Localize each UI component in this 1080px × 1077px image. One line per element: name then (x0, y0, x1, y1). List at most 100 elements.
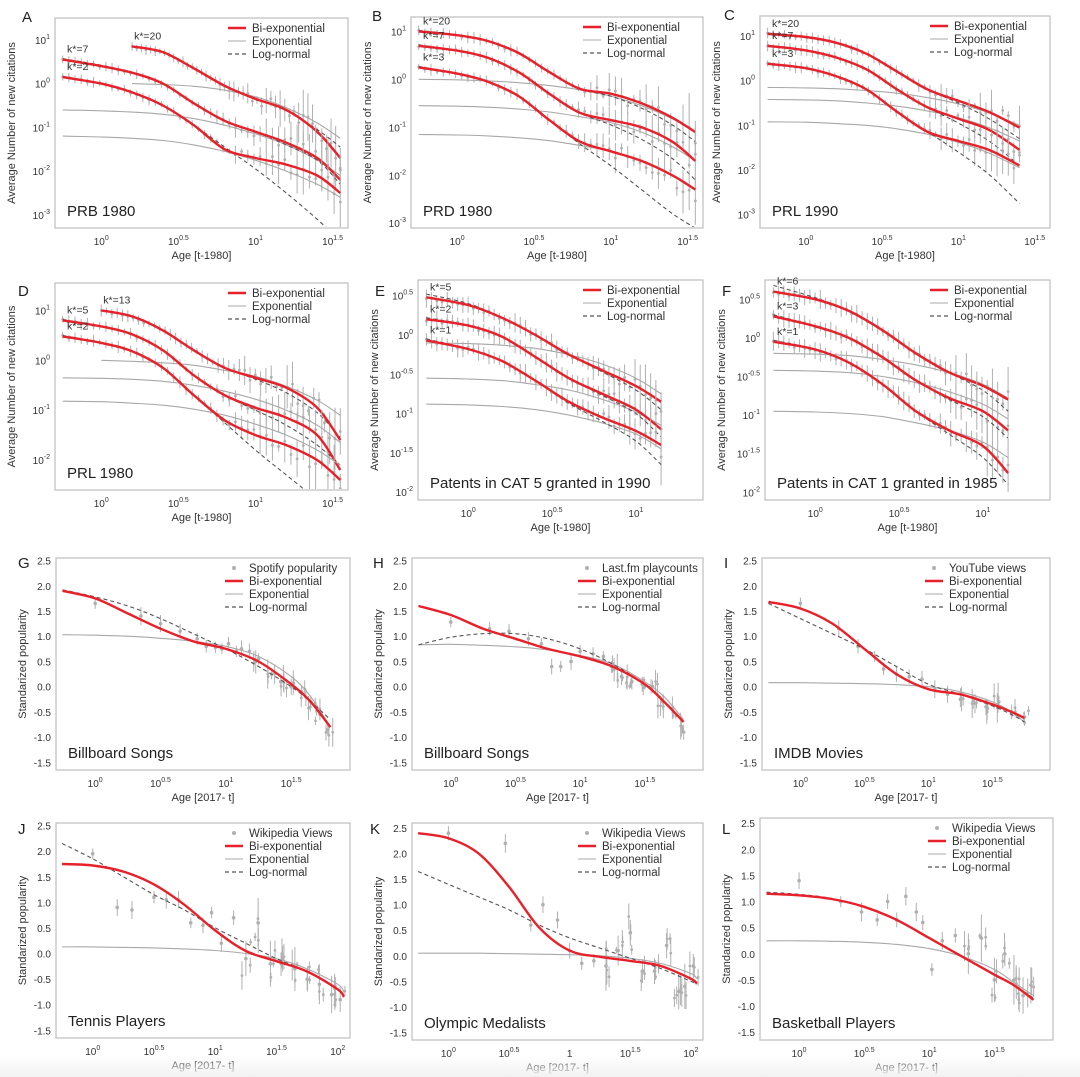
data-point (252, 134, 256, 138)
legend-label: Bi-exponential (602, 841, 675, 853)
panel-letter: B (372, 8, 382, 25)
legend-swatch-data (585, 566, 589, 570)
plot-area (424, 289, 663, 486)
y-tick-label: 10-1 (738, 119, 755, 132)
data-point (325, 147, 328, 150)
data-point (529, 923, 533, 927)
k-star-label: k*=7 (423, 30, 444, 42)
y-tick-label: 100 (398, 329, 413, 342)
biexp-curve (766, 892, 1035, 1001)
y-tick-label: 100 (391, 73, 406, 86)
x-tick-label: 100.5 (144, 1045, 165, 1058)
series-k2 (61, 332, 342, 489)
y-tick-label: 101 (391, 25, 406, 38)
legend-label: Bi-exponential (252, 288, 325, 300)
data-point (623, 376, 626, 379)
y-tick-label: -1.0 (740, 733, 758, 744)
data-point (601, 144, 605, 148)
panel-letter: F (722, 283, 731, 300)
x-tick-label: 102 (683, 1047, 698, 1060)
data-point (446, 831, 451, 836)
legend-item: Exponential (930, 298, 1014, 310)
plot-area (61, 304, 342, 489)
data-point (612, 668, 616, 672)
legend-item: Log-normal (930, 47, 1012, 59)
data-point (477, 329, 480, 333)
y-tick-label: 2.0 (393, 850, 407, 861)
data-point (967, 115, 971, 119)
x-tick-label: 101.5 (322, 235, 343, 248)
y-tick-label: 10-3 (389, 217, 406, 230)
x-tick-label: 100.5 (524, 235, 545, 248)
data-point (653, 966, 657, 970)
data-point (246, 406, 250, 410)
x-tick-label: 100 (85, 1045, 100, 1058)
data-point (329, 141, 333, 145)
data-point (673, 996, 676, 1000)
x-tick-label: 100.5 (168, 497, 189, 510)
series-k5 (424, 289, 663, 431)
exp-curve (418, 78, 696, 133)
plot-frame (54, 17, 349, 229)
x-axis-label: Age [t-1980] (527, 250, 587, 262)
data-point (231, 915, 236, 920)
legend-label: Log-normal (952, 862, 1010, 874)
panel-letter: G (18, 555, 30, 572)
data-point (269, 97, 273, 101)
y-tick-label: 100 (35, 78, 50, 91)
data-point (650, 171, 654, 174)
x-tick-label: 100 (443, 777, 458, 790)
x-tick-label: 101.5 (266, 1045, 287, 1058)
biexp-curve (767, 32, 1021, 129)
legend-swatch-data (932, 566, 936, 570)
exp-curve (62, 400, 341, 466)
exp-curve (62, 946, 345, 993)
y-tick-label: 2.5 (37, 822, 51, 833)
data-point (644, 166, 648, 169)
x-tick-label: 100 (808, 507, 823, 520)
data-point (1014, 976, 1018, 980)
x-tick-label: 100.5 (505, 777, 526, 790)
legend-label: Exponential (607, 35, 667, 47)
data-points (797, 872, 1036, 1014)
legend-item: Log-normal (578, 867, 660, 879)
exp-curve (426, 342, 662, 395)
y-tick-label: 1.5 (393, 607, 407, 618)
data-point (930, 967, 934, 972)
series-k20 (130, 42, 342, 191)
data-point (440, 300, 444, 304)
data-point (659, 704, 662, 708)
data-point (158, 621, 163, 626)
panel-g: G -1.5 -1.0 -0.5 0.0 0.5 1.0 1.5 2.0 2.5 100 100.5 1… (17, 555, 351, 804)
data-point (629, 681, 633, 685)
data-point (178, 629, 182, 633)
plot-frame (417, 279, 704, 501)
plot-area (768, 597, 1030, 726)
k-star-label: k*=5 (430, 281, 451, 293)
exp-curve (418, 952, 698, 980)
plot-frame (54, 282, 349, 491)
data-point (1006, 152, 1010, 156)
exp-curve (62, 135, 341, 198)
legend-label: Exponential (954, 298, 1014, 310)
exp-curve (768, 682, 1025, 723)
x-tick-label: 1 (567, 1049, 573, 1060)
legend-item: Wikipedia Views (935, 823, 1036, 835)
data-point (1017, 1001, 1021, 1005)
exp-curve (62, 634, 331, 728)
data-point (93, 601, 97, 606)
y-tick-label: 0.5 (741, 924, 755, 935)
data-point (1001, 149, 1005, 153)
plot-frame (411, 822, 704, 1041)
panel-k: K -1.5 -1.0 -0.5 0.0 0.5 1.0 1.5 2.0 2.5 100 100.5 1… (370, 821, 704, 1074)
data-point (295, 457, 299, 461)
data-point (945, 133, 949, 136)
legend-item: Bi-exponential (228, 288, 325, 300)
x-tick-label: 101 (218, 777, 233, 790)
data-point (959, 405, 963, 409)
legend-item: Exponential (228, 301, 312, 313)
data-point (1032, 985, 1036, 989)
data-point (650, 140, 654, 144)
plot-frame (411, 557, 704, 771)
